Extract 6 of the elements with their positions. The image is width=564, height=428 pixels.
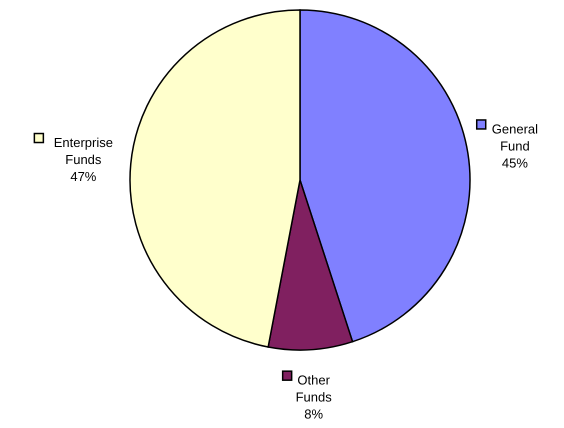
legend-label: Enterprise Funds bbox=[54, 135, 113, 168]
data-label: 45% bbox=[502, 155, 528, 170]
data-label: 8% bbox=[304, 406, 324, 422]
legend-label: Other Funds bbox=[296, 372, 332, 405]
data-label: 47% bbox=[70, 169, 97, 184]
legend-label: General Fund bbox=[492, 121, 538, 154]
